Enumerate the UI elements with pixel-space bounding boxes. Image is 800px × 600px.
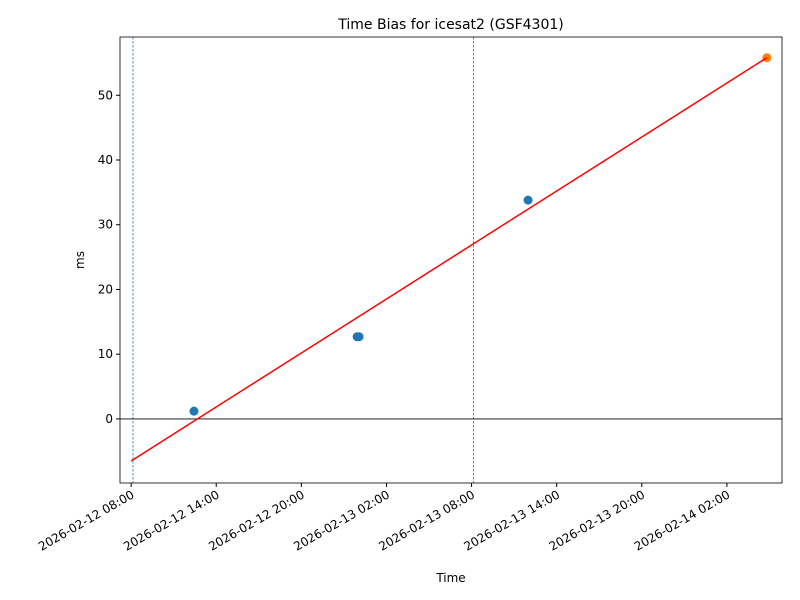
fit-line	[130, 57, 768, 462]
plot-frame	[119, 36, 783, 484]
data-point	[523, 195, 533, 205]
y-tick-label: 40	[98, 153, 113, 167]
y-tick-label: 30	[98, 218, 113, 232]
y-tick-label: 0	[105, 412, 113, 426]
y-axis-label: ms	[73, 251, 87, 269]
x-tick-label: 2026-02-14 02:00	[632, 487, 733, 553]
y-tick-label: 20	[98, 282, 113, 296]
x-axis-label: Time	[435, 571, 465, 585]
data-point	[354, 332, 364, 342]
chart-title: Time Bias for icesat2 (GSF4301)	[337, 17, 564, 33]
y-tick-label: 10	[98, 347, 113, 361]
data-point	[189, 406, 199, 416]
y-tick-label: 50	[98, 88, 113, 102]
